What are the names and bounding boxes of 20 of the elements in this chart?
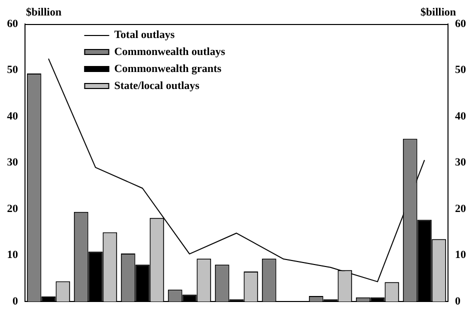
y2-tick-label: 30 bbox=[455, 156, 466, 169]
y2-tick-label: 0 bbox=[455, 295, 461, 308]
y-tick-label: 20 bbox=[7, 202, 18, 215]
y-tick-label: 60 bbox=[7, 18, 18, 30]
y-tick-label: 50 bbox=[7, 64, 18, 76]
y-tick-label: 0 bbox=[12, 295, 18, 308]
y2-tick-label: 40 bbox=[455, 110, 466, 122]
y2-tick-label: 10 bbox=[455, 249, 466, 262]
legend-label: Commonwealth outlays bbox=[114, 46, 226, 58]
y2-tick-label: 50 bbox=[455, 64, 466, 76]
y-tick-label: 40 bbox=[7, 110, 18, 122]
y-tick-label: 10 bbox=[7, 249, 18, 262]
legend-label: Total outlays bbox=[114, 28, 176, 41]
y2-axis-title: $billion bbox=[420, 6, 456, 18]
y2-tick-label: 20 bbox=[455, 202, 466, 215]
legend-label: Commonwealth grants bbox=[114, 62, 222, 75]
y2-tick-label: 60 bbox=[455, 18, 466, 30]
y-tick-label: 30 bbox=[7, 156, 18, 169]
y-axis-title: $billion bbox=[26, 6, 62, 18]
legend-label: State/local outlays bbox=[114, 80, 200, 92]
